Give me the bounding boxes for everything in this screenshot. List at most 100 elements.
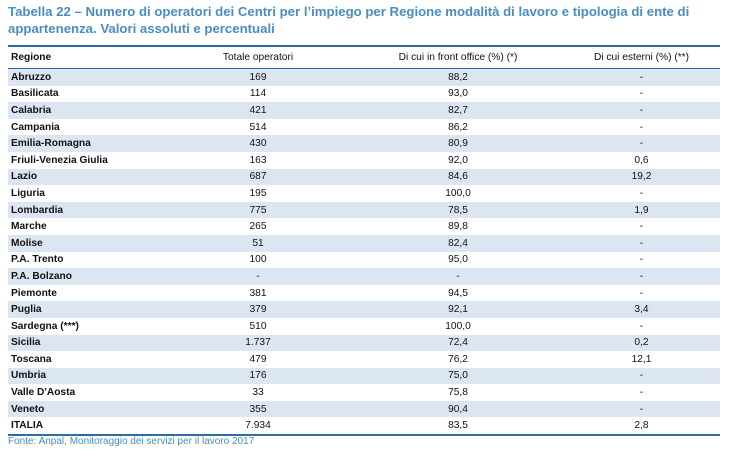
totale-operatori-cell: 51 xyxy=(163,234,353,252)
table-row: Friuli-Venezia Giulia 163 92,0 0,6 xyxy=(8,152,720,169)
front-office-cell: 72,4 xyxy=(353,334,563,352)
esterni-cell: - xyxy=(639,187,644,199)
esterni-cell: - xyxy=(639,88,644,100)
regione-cell: Umbria xyxy=(8,367,163,385)
esterni-cell: - xyxy=(563,400,720,418)
regione-cell: Emilia-Romagna xyxy=(8,135,163,152)
column-header-esterni: Di cui esterni (%) (**) xyxy=(563,45,720,69)
table-header-row: Regione Totale operatori Di cui in front… xyxy=(8,45,720,69)
front-office-cell: 82,7 xyxy=(353,102,563,119)
esterni-cell: 2,8 xyxy=(563,417,720,437)
esterni-cell: - xyxy=(563,102,720,119)
front-office-cell: 86,2 xyxy=(448,121,468,133)
table-row: P.A. Bolzano - - - xyxy=(8,268,720,285)
totale-operatori-cell: 1.737 xyxy=(163,334,353,352)
esterni-cell: - xyxy=(563,268,720,285)
regione-cell: Friuli-Venezia Giulia xyxy=(11,154,108,166)
esterni-cell: - xyxy=(639,387,644,399)
table-body: Abruzzo 169 88,2- Basilicata 114 93,0- Calabri… xyxy=(8,68,720,437)
front-office-cell: 75,0 xyxy=(353,367,563,385)
front-office-cell: 94,5 xyxy=(448,287,468,299)
front-office-cell: 76,2 xyxy=(448,353,468,365)
totale-operatori-cell: 510 xyxy=(249,320,267,332)
table-row: Valle D'Aosta 33 75,8 - xyxy=(8,384,720,401)
front-office-cell: 95,0 xyxy=(448,254,468,266)
totale-operatori-cell: 430 xyxy=(163,135,353,152)
source-note: Fonte: Anpal, Monitoraggio dei servizi p… xyxy=(8,436,255,447)
table-row: Sicilia 1.737 72,4 0,2 xyxy=(8,334,720,352)
column-header-totale-operatori: Totale operatori xyxy=(163,45,353,69)
regione-cell: Basilicata xyxy=(11,88,59,100)
totale-operatori-cell: 100 xyxy=(249,254,267,266)
regione-cell: Marche xyxy=(11,221,47,233)
table-row: Toscana 479 76,2 12,1 xyxy=(8,351,720,368)
totale-operatori-cell: 195 xyxy=(249,187,267,199)
table-row: Campania 514 86,2 - xyxy=(8,119,720,136)
table-row: P.A. Trento 100 95,0 - xyxy=(8,252,720,269)
table-row: Calabria 421 82,7- xyxy=(8,102,720,119)
esterni-cell: - xyxy=(563,68,720,86)
totale-operatori-cell: 775 xyxy=(163,201,353,219)
regione-cell: Veneto xyxy=(8,400,163,418)
front-office-cell: 89,8 xyxy=(448,221,468,233)
totale-operatori-cell: 265 xyxy=(249,221,267,233)
table-row: Puglia 379 92,1 3,4 xyxy=(8,301,720,318)
front-office-cell: 78,5 xyxy=(353,201,563,219)
regione-cell: Valle D'Aosta xyxy=(11,387,76,399)
totale-operatori-cell: 7.934 xyxy=(163,417,353,437)
totale-operatori-cell: 33 xyxy=(252,387,264,399)
esterni-cell: 0,2 xyxy=(563,334,720,352)
esterni-cell: 1,9 xyxy=(563,201,720,219)
esterni-cell: - xyxy=(639,221,644,233)
table-row: Veneto 355 90,4- xyxy=(8,400,720,418)
front-office-cell: 92,0 xyxy=(448,154,468,166)
totale-operatori-cell: 114 xyxy=(249,88,267,100)
esterni-cell: 19,2 xyxy=(563,168,720,186)
regione-cell: Sardegna (***) xyxy=(11,320,79,332)
regione-cell: Liguria xyxy=(11,187,45,199)
totale-operatori-cell: 379 xyxy=(163,301,353,318)
front-office-cell: 80,9 xyxy=(353,135,563,152)
front-office-cell: 92,1 xyxy=(353,301,563,318)
front-office-cell: 90,4 xyxy=(353,400,563,418)
regione-cell: ITALIA xyxy=(8,417,163,437)
table-row: Lombardia 775 78,5 1,9 xyxy=(8,201,720,219)
regione-cell: P.A. Bolzano xyxy=(8,268,163,285)
front-office-cell: 84,6 xyxy=(353,168,563,186)
column-header-front-office: Di cui in front office (%) (*) xyxy=(353,45,563,69)
front-office-cell: 83,5 xyxy=(353,417,563,437)
regione-cell: Puglia xyxy=(8,301,163,318)
regione-cell: Abruzzo xyxy=(8,68,163,86)
totale-operatori-cell: 479 xyxy=(249,353,267,365)
esterni-cell: - xyxy=(563,135,720,152)
table-row: Abruzzo 169 88,2- xyxy=(8,68,720,86)
regione-cell: Toscana xyxy=(11,353,52,365)
totale-operatori-cell: 355 xyxy=(163,400,353,418)
esterni-cell: 12,1 xyxy=(631,353,652,365)
totale-operatori-cell: 514 xyxy=(249,121,267,133)
front-office-cell: 75,8 xyxy=(448,387,468,399)
front-office-cell: - xyxy=(353,268,563,285)
totale-operatori-cell: 381 xyxy=(249,287,267,299)
totale-operatori-cell: 421 xyxy=(163,102,353,119)
regione-cell: Campania xyxy=(11,121,60,133)
table-title: Tabella 22 – Numero di operatori dei Cen… xyxy=(8,4,690,36)
esterni-cell: - xyxy=(563,234,720,252)
table-row: ITALIA 7.934 83,5 2,8 xyxy=(8,417,720,437)
front-office-cell: 82,4 xyxy=(353,234,563,252)
front-office-cell: 100,0 xyxy=(445,187,471,199)
esterni-cell: - xyxy=(563,367,720,385)
esterni-cell: - xyxy=(639,121,644,133)
column-header-regione: Regione xyxy=(8,45,163,69)
table-row: Sardegna (***) 510 100,0 - xyxy=(8,318,720,335)
totale-operatori-cell: - xyxy=(163,268,353,285)
regione-cell: Calabria xyxy=(8,102,163,119)
front-office-cell: 88,2 xyxy=(353,68,563,86)
esterni-cell: 0,6 xyxy=(634,154,649,166)
esterni-cell: - xyxy=(639,254,644,266)
table-row: Lazio 687 84,6 19,2 xyxy=(8,168,720,186)
regione-cell: Lazio xyxy=(8,168,163,186)
regione-cell: Molise xyxy=(8,234,163,252)
table-row: Umbria 176 75,0- xyxy=(8,367,720,385)
